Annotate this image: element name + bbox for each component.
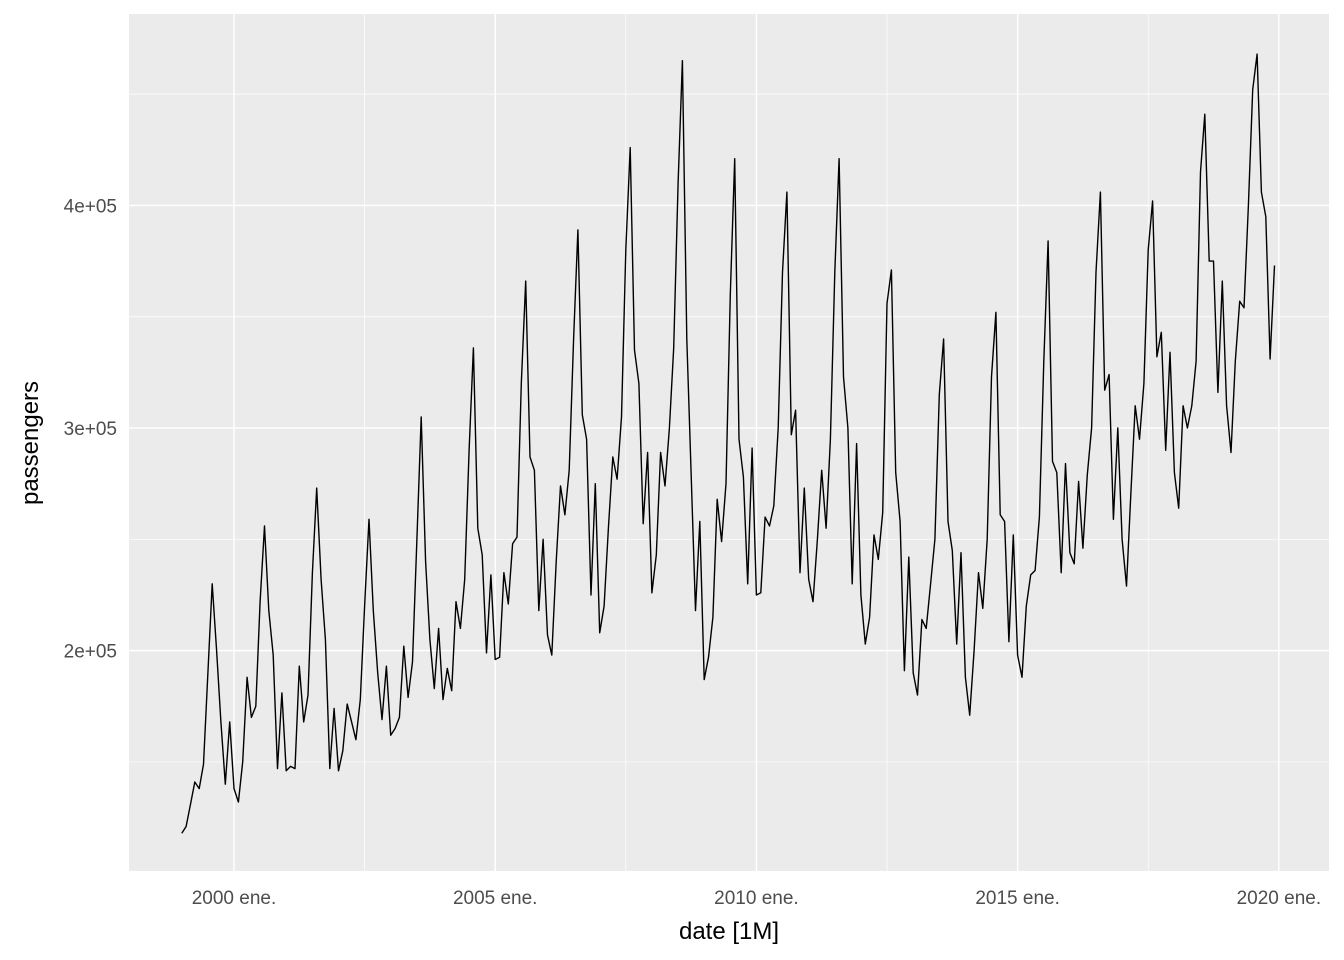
y-tick-label: 2e+05 [64,642,117,663]
y-axis: 2e+05 3e+05 4e+05 [64,196,117,662]
y-tick-label: 3e+05 [64,419,117,440]
plot-panel [129,14,1329,871]
x-tick-label: 2010 ene. [714,888,799,909]
x-tick-label: 2020 ene. [1237,888,1322,909]
x-tick-label: 2005 ene. [453,888,538,909]
x-tick-label: 2000 ene. [192,888,277,909]
x-tick-label: 2015 ene. [975,888,1060,909]
series-line [181,53,1276,834]
major-gridlines [129,14,1329,871]
minor-gridlines [129,14,1329,871]
y-tick-label: 4e+05 [64,196,117,217]
x-axis-title: date [1M] [679,918,779,945]
y-axis-title: passengers [17,381,44,505]
x-axis: 2000 ene. 2005 ene. 2010 ene. 2015 ene. … [192,888,1321,909]
